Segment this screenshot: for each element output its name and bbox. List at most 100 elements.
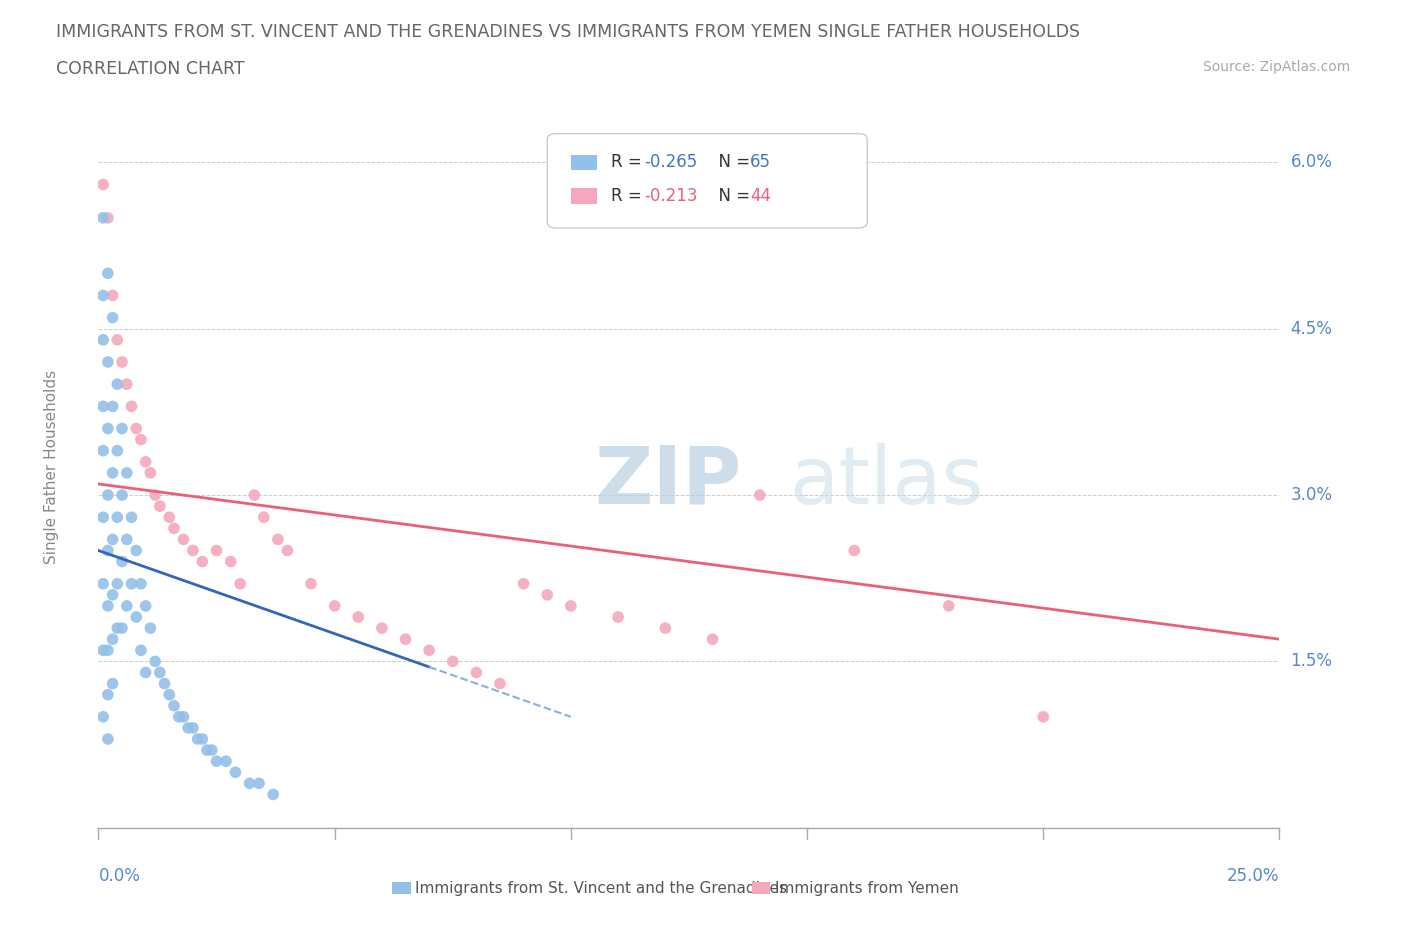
Point xyxy=(205,543,228,558)
Point xyxy=(97,599,120,614)
Text: 25.0%: 25.0% xyxy=(1227,868,1279,885)
Text: 3.0%: 3.0% xyxy=(1291,486,1333,504)
Point xyxy=(115,599,138,614)
Point xyxy=(219,554,242,569)
Point xyxy=(163,698,186,713)
Point xyxy=(465,665,488,680)
Point xyxy=(139,620,162,635)
Point xyxy=(157,687,180,702)
Point xyxy=(177,721,200,736)
Point xyxy=(163,521,186,536)
Point xyxy=(172,710,194,724)
Point xyxy=(149,498,172,513)
Point xyxy=(143,487,166,502)
Text: -0.213: -0.213 xyxy=(644,187,697,205)
Point xyxy=(91,510,114,525)
Point xyxy=(97,421,120,436)
Point xyxy=(560,599,582,614)
Point xyxy=(129,432,152,447)
Point xyxy=(91,577,114,591)
Point xyxy=(276,543,298,558)
Point xyxy=(111,620,134,635)
Point xyxy=(91,399,114,414)
Point xyxy=(167,710,190,724)
Text: 1.5%: 1.5% xyxy=(1291,652,1333,671)
Point xyxy=(512,577,534,591)
Point xyxy=(201,743,224,758)
Point xyxy=(91,288,114,303)
Point xyxy=(105,620,128,635)
Point xyxy=(105,444,128,458)
Point xyxy=(91,210,114,225)
Point xyxy=(111,421,134,436)
Point xyxy=(654,620,676,635)
Point xyxy=(536,588,558,603)
Point xyxy=(125,421,148,436)
Point xyxy=(97,354,120,369)
Point xyxy=(111,354,134,369)
Text: ZIP: ZIP xyxy=(595,443,742,521)
Point xyxy=(101,311,124,325)
Point xyxy=(97,543,120,558)
Point xyxy=(125,609,148,624)
Point xyxy=(111,487,134,502)
Point xyxy=(135,455,157,470)
Point xyxy=(489,676,512,691)
Point xyxy=(101,288,124,303)
FancyBboxPatch shape xyxy=(571,154,596,170)
Text: CORRELATION CHART: CORRELATION CHART xyxy=(56,60,245,78)
Point xyxy=(101,631,124,646)
Point xyxy=(153,676,176,691)
Text: 6.0%: 6.0% xyxy=(1291,153,1333,171)
Point xyxy=(323,599,346,614)
Point xyxy=(253,510,276,525)
Point xyxy=(111,554,134,569)
Point xyxy=(205,753,228,768)
Point xyxy=(239,776,262,790)
Point xyxy=(101,465,124,480)
Point xyxy=(105,510,128,525)
Point xyxy=(97,732,120,747)
Point xyxy=(748,487,770,502)
Point xyxy=(157,510,180,525)
Point xyxy=(224,764,246,779)
Text: Immigrants from Yemen: Immigrants from Yemen xyxy=(775,881,959,896)
Text: R =: R = xyxy=(612,153,647,171)
Text: IMMIGRANTS FROM ST. VINCENT AND THE GRENADINES VS IMMIGRANTS FROM YEMEN SINGLE F: IMMIGRANTS FROM ST. VINCENT AND THE GREN… xyxy=(56,23,1080,41)
Point xyxy=(105,577,128,591)
Point xyxy=(347,609,370,624)
Point xyxy=(101,399,124,414)
FancyBboxPatch shape xyxy=(547,134,868,228)
Point xyxy=(229,577,252,591)
Point xyxy=(181,543,204,558)
Text: -0.265: -0.265 xyxy=(644,153,697,171)
Point xyxy=(101,676,124,691)
Point xyxy=(844,543,866,558)
Point xyxy=(105,332,128,347)
Point xyxy=(91,643,114,658)
Point xyxy=(115,465,138,480)
Point xyxy=(135,599,157,614)
Point xyxy=(129,643,152,658)
Point xyxy=(129,577,152,591)
Point xyxy=(97,643,120,658)
Point xyxy=(97,210,120,225)
FancyBboxPatch shape xyxy=(571,188,596,204)
Point xyxy=(91,710,114,724)
Point xyxy=(97,687,120,702)
Point xyxy=(938,599,960,614)
Point xyxy=(125,543,148,558)
Text: 65: 65 xyxy=(751,153,772,171)
Point xyxy=(187,732,209,747)
Point xyxy=(139,465,162,480)
Point xyxy=(121,399,143,414)
Point xyxy=(394,631,416,646)
Text: Immigrants from St. Vincent and the Grenadines: Immigrants from St. Vincent and the Gren… xyxy=(415,881,787,896)
Point xyxy=(97,487,120,502)
Point xyxy=(172,532,194,547)
Text: R =: R = xyxy=(612,187,647,205)
Point xyxy=(607,609,630,624)
Point xyxy=(1032,710,1054,724)
Point xyxy=(143,654,166,669)
Point xyxy=(195,743,218,758)
